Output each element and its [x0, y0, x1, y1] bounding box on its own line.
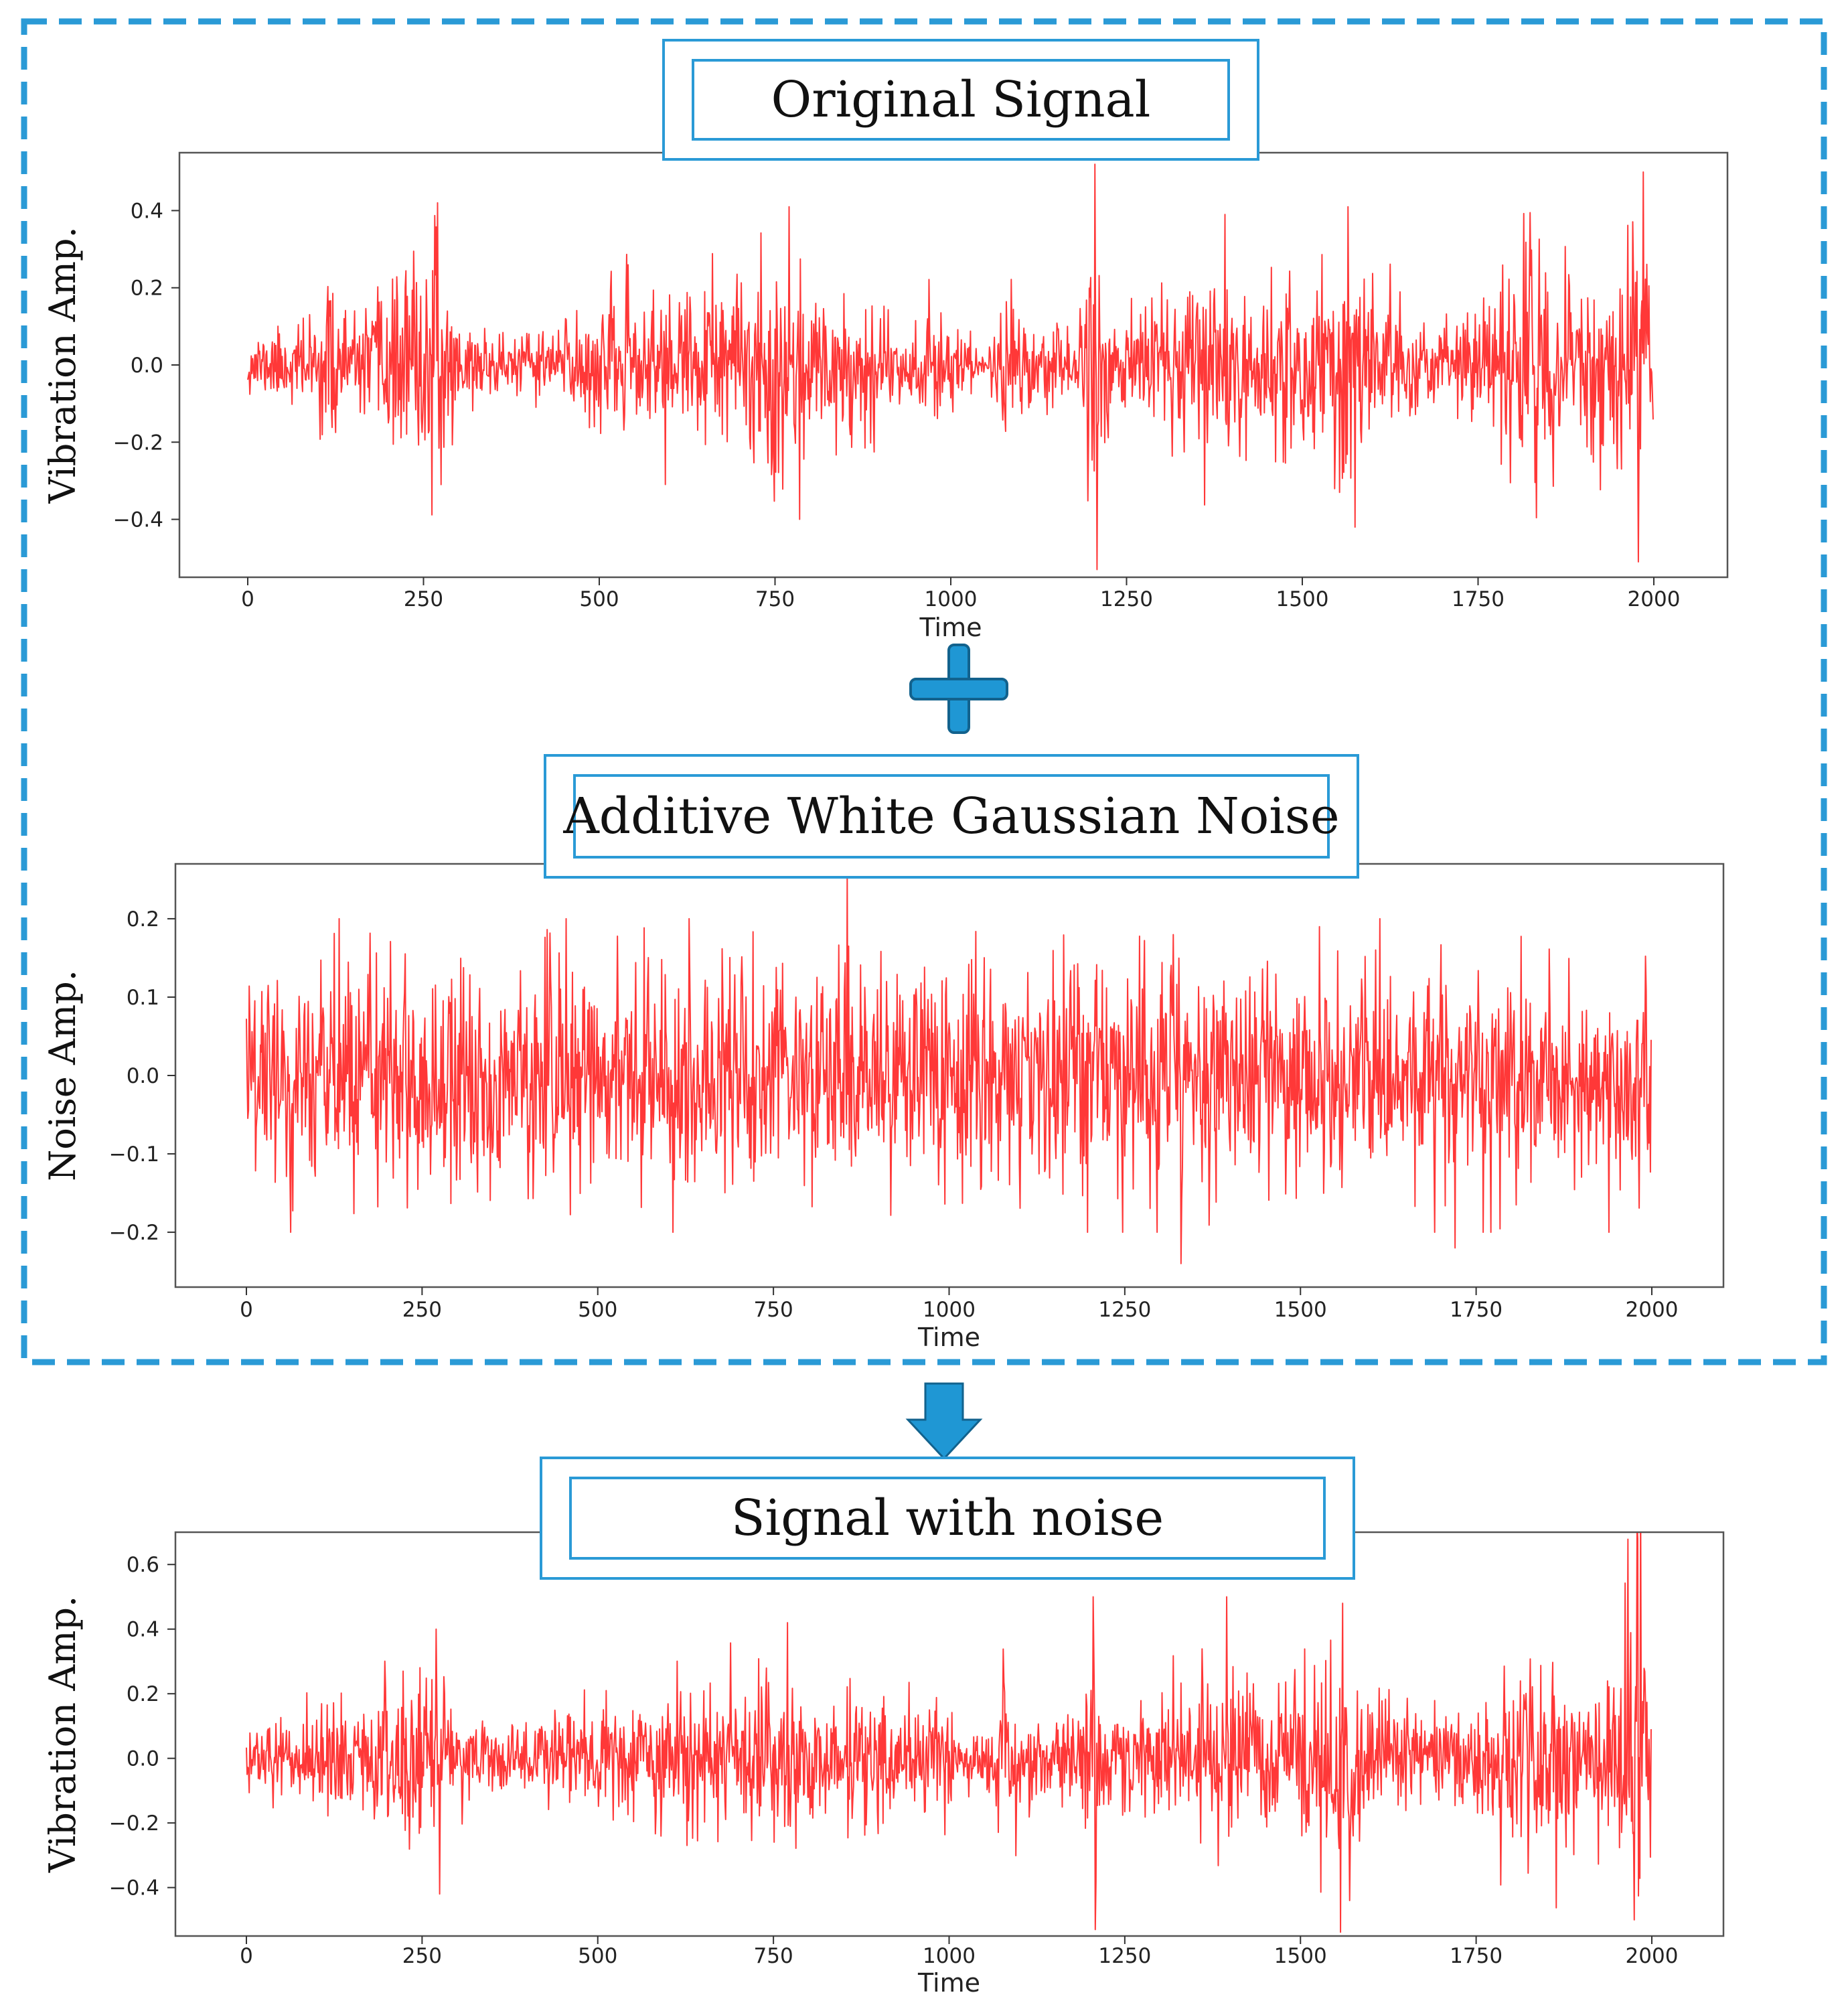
original-signal-title-inner: Original Signal	[692, 59, 1230, 141]
x-tick-label: 500	[578, 1944, 617, 1968]
down-arrow-icon	[905, 1382, 983, 1461]
x-tick-label: 1000	[925, 587, 978, 611]
y-tick-label: −0.4	[113, 508, 163, 532]
x-tick-label: 2000	[1628, 587, 1681, 611]
x-tick-label: 1750	[1452, 587, 1505, 611]
x-tick-label: 1500	[1276, 587, 1329, 611]
noise-title-box: Additive White Gaussian Noise	[544, 754, 1359, 879]
series-line	[247, 163, 1654, 571]
x-axis-label: Time	[919, 613, 982, 642]
x-tick-label: 750	[755, 587, 795, 611]
x-tick-label: 0	[241, 587, 254, 611]
x-tick-label: 1250	[1100, 587, 1153, 611]
noise-title-inner: Additive White Gaussian Noise	[563, 774, 1340, 859]
y-tick-label: 0.0	[131, 354, 163, 378]
x-tick-label: 1000	[923, 1298, 976, 1322]
signal-with-noise-title-box: Signal with noise	[540, 1457, 1355, 1580]
x-tick-label: 1500	[1274, 1298, 1327, 1322]
plot-frame	[174, 1531, 1725, 1937]
x-tick-label: 1000	[923, 1944, 976, 1968]
y-tick-label: −0.1	[109, 1142, 159, 1167]
x-tick-label: 500	[578, 1298, 617, 1322]
x-tick-label: 1750	[1450, 1298, 1503, 1322]
x-tick-label: 0	[240, 1944, 253, 1968]
y-tick-label: 0.1	[127, 986, 159, 1010]
dashed-group-frame	[21, 18, 1827, 1365]
y-tick-label: 0.2	[127, 1682, 159, 1706]
x-axis-label: Time	[917, 1968, 980, 1998]
x-tick-label: 250	[402, 1298, 442, 1322]
y-tick-label: 0.0	[127, 1747, 159, 1771]
x-tick-label: 250	[402, 1944, 442, 1968]
y-tick-label: 0.4	[131, 199, 163, 223]
signal-with-noise-title: Signal with noise	[730, 1489, 1164, 1547]
x-axis-label: Time	[917, 1323, 980, 1352]
y-tick-label: −0.2	[109, 1221, 159, 1245]
x-tick-label: 500	[579, 587, 619, 611]
x-tick-label: 2000	[1626, 1298, 1679, 1322]
y-tick-label: −0.4	[109, 1876, 159, 1901]
x-tick-label: 1500	[1274, 1944, 1327, 1968]
x-tick-label: 750	[754, 1944, 793, 1968]
x-tick-label: 1750	[1450, 1944, 1503, 1968]
x-tick-label: 250	[404, 587, 443, 611]
series-line	[246, 871, 1652, 1264]
y-tick-label: 0.6	[127, 1553, 159, 1577]
x-tick-label: 1250	[1098, 1944, 1151, 1968]
x-tick-label: 0	[240, 1298, 253, 1322]
y-tick-label: 0.2	[127, 907, 159, 932]
plus-icon	[909, 644, 1008, 734]
signal-with-noise-title-inner: Signal with noise	[569, 1477, 1326, 1560]
series-line	[246, 1533, 1652, 1933]
x-tick-label: 1250	[1098, 1298, 1151, 1322]
y-tick-label: −0.2	[109, 1811, 159, 1836]
y-axis-label: Vibration Amp.	[42, 1596, 84, 1873]
original-signal-title-box: Original Signal	[662, 39, 1259, 161]
y-tick-label: 0.4	[127, 1618, 159, 1642]
y-tick-label: −0.2	[113, 431, 163, 455]
y-tick-label: 0.0	[127, 1064, 159, 1088]
y-axis-label: Vibration Amp.	[42, 226, 84, 504]
x-tick-label: 2000	[1626, 1944, 1679, 1968]
x-tick-label: 750	[754, 1298, 793, 1322]
noise-title: Additive White Gaussian Noise	[563, 788, 1340, 845]
original-signal-title: Original Signal	[771, 71, 1151, 129]
y-tick-label: 0.2	[131, 277, 163, 301]
y-axis-label: Noise Amp.	[42, 970, 84, 1181]
